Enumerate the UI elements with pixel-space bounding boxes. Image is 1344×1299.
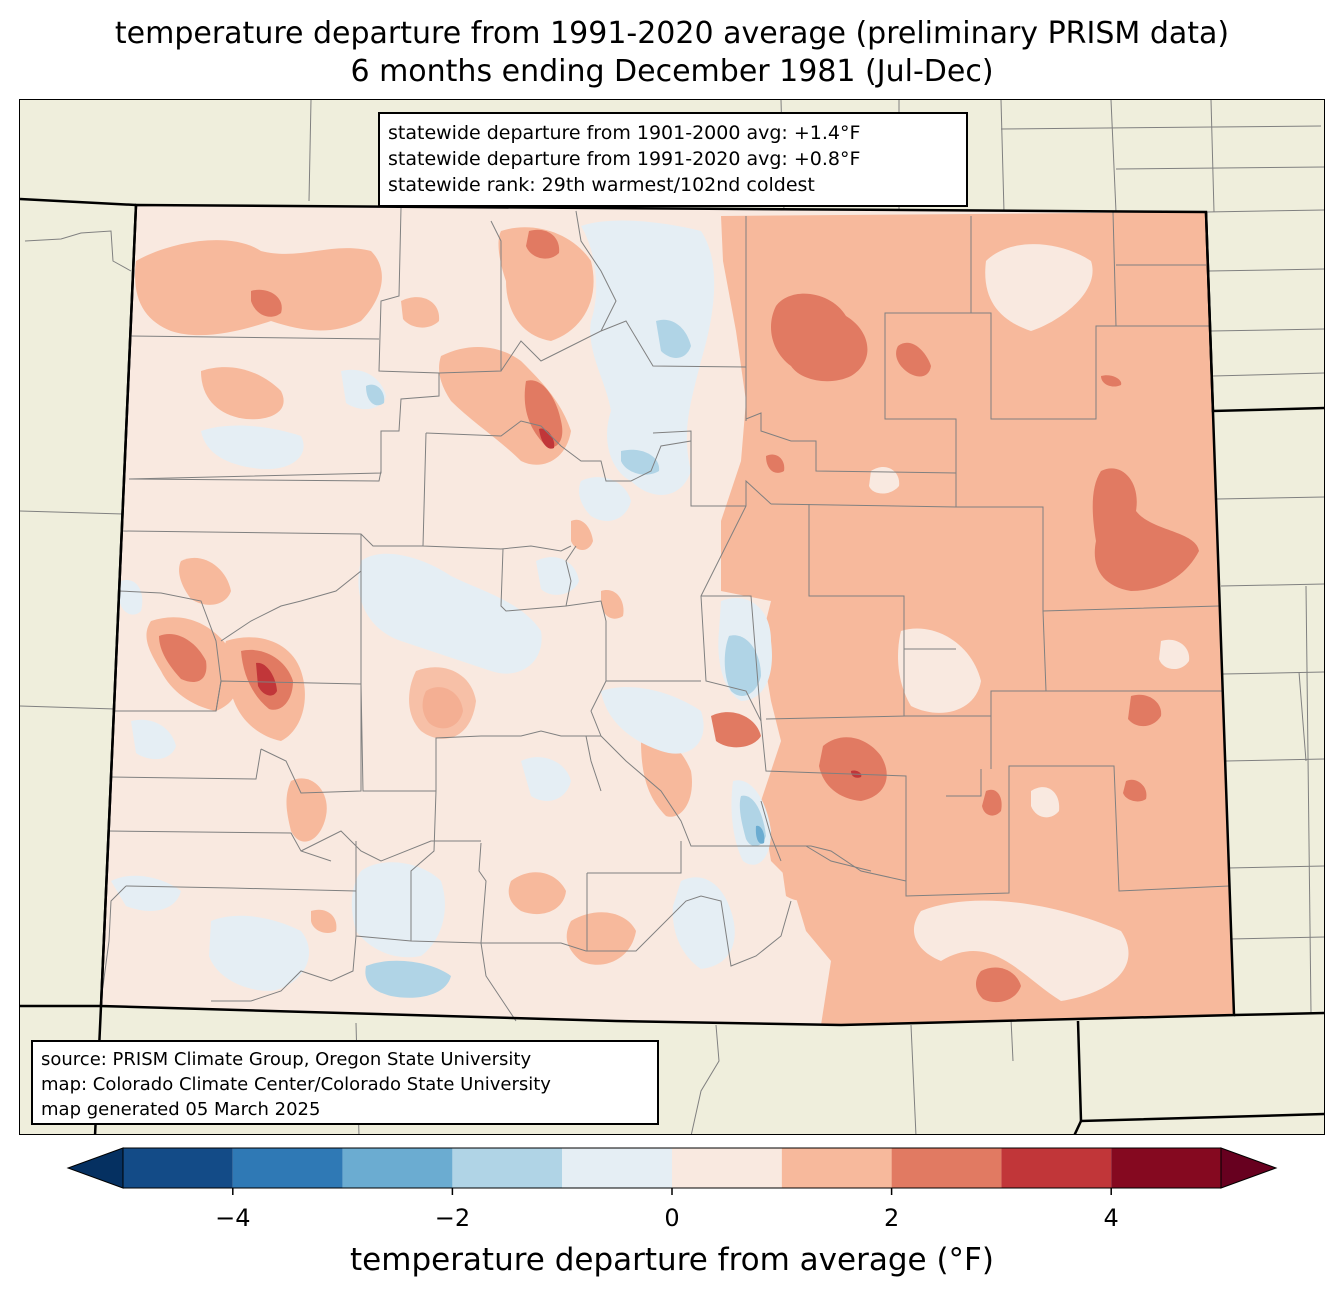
departure-field <box>101 205 1234 1025</box>
colorbar-segment <box>1111 1148 1221 1188</box>
colorbar-segment <box>781 1148 892 1188</box>
stats-line-1901-2000: statewide departure from 1901-2000 avg: … <box>388 122 861 144</box>
colorbar-segment <box>562 1148 672 1188</box>
colorbar-segment <box>342 1148 453 1188</box>
generated-date-line: map generated 05 March 2025 <box>41 1099 321 1120</box>
map-subtitle: 6 months ending December 1981 (Jul-Dec) <box>350 54 994 89</box>
colorbar-segment <box>452 1148 563 1188</box>
stats-line-1991-2020: statewide departure from 1991-2020 avg: … <box>388 148 861 170</box>
source-box: source: PRISM Climate Group, Oregon Stat… <box>31 1040 659 1125</box>
colorbar-segment <box>123 1148 233 1188</box>
colorbar-segment <box>1001 1148 1112 1188</box>
colorbar: −4 −2 0 2 4 <box>66 1147 1278 1232</box>
colorbar-tick-label: 0 <box>664 1204 679 1232</box>
colorbar-label: temperature departure from average (°F) <box>350 1242 994 1278</box>
colorbar-segment <box>891 1148 1002 1188</box>
colorbar-tick-label: 4 <box>1104 1204 1119 1232</box>
colorado-map <box>20 100 1324 1134</box>
colorbar-segment <box>672 1148 782 1188</box>
colorbar-over-arrow <box>1220 1147 1278 1189</box>
colorbar-tick-label: 2 <box>884 1204 899 1232</box>
map-frame <box>19 99 1325 1135</box>
colorbar-tick-label: −2 <box>435 1204 470 1232</box>
map-title: temperature departure from 1991-2020 ave… <box>114 16 1230 51</box>
map-credit-line: map: Colorado Climate Center/Colorado St… <box>41 1074 551 1095</box>
stats-line-rank: statewide rank: 29th warmest/102nd colde… <box>388 174 815 196</box>
county-lines <box>100 207 1230 1022</box>
colorbar-tick-label: −4 <box>215 1204 250 1232</box>
colorbar-segment <box>232 1148 343 1188</box>
colorbar-under-arrow <box>66 1147 124 1189</box>
source-line: source: PRISM Climate Group, Oregon Stat… <box>41 1049 532 1070</box>
statewide-stats-box: statewide departure from 1901-2000 avg: … <box>378 112 968 207</box>
